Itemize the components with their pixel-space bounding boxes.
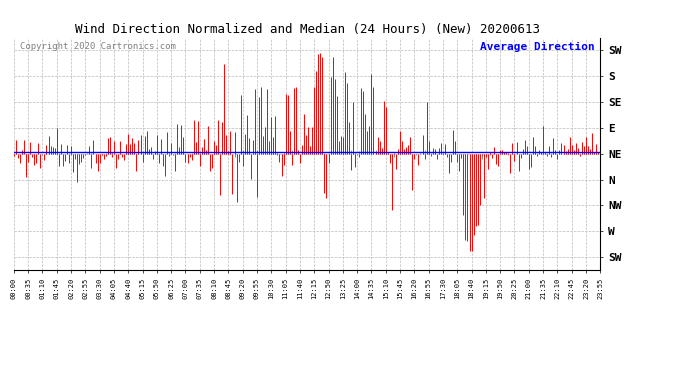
Title: Wind Direction Normalized and Median (24 Hours) (New) 20200613: Wind Direction Normalized and Median (24…	[75, 23, 540, 36]
Text: Copyright 2020 Cartronics.com: Copyright 2020 Cartronics.com	[19, 42, 175, 51]
Text: Average Direction: Average Direction	[480, 42, 594, 52]
